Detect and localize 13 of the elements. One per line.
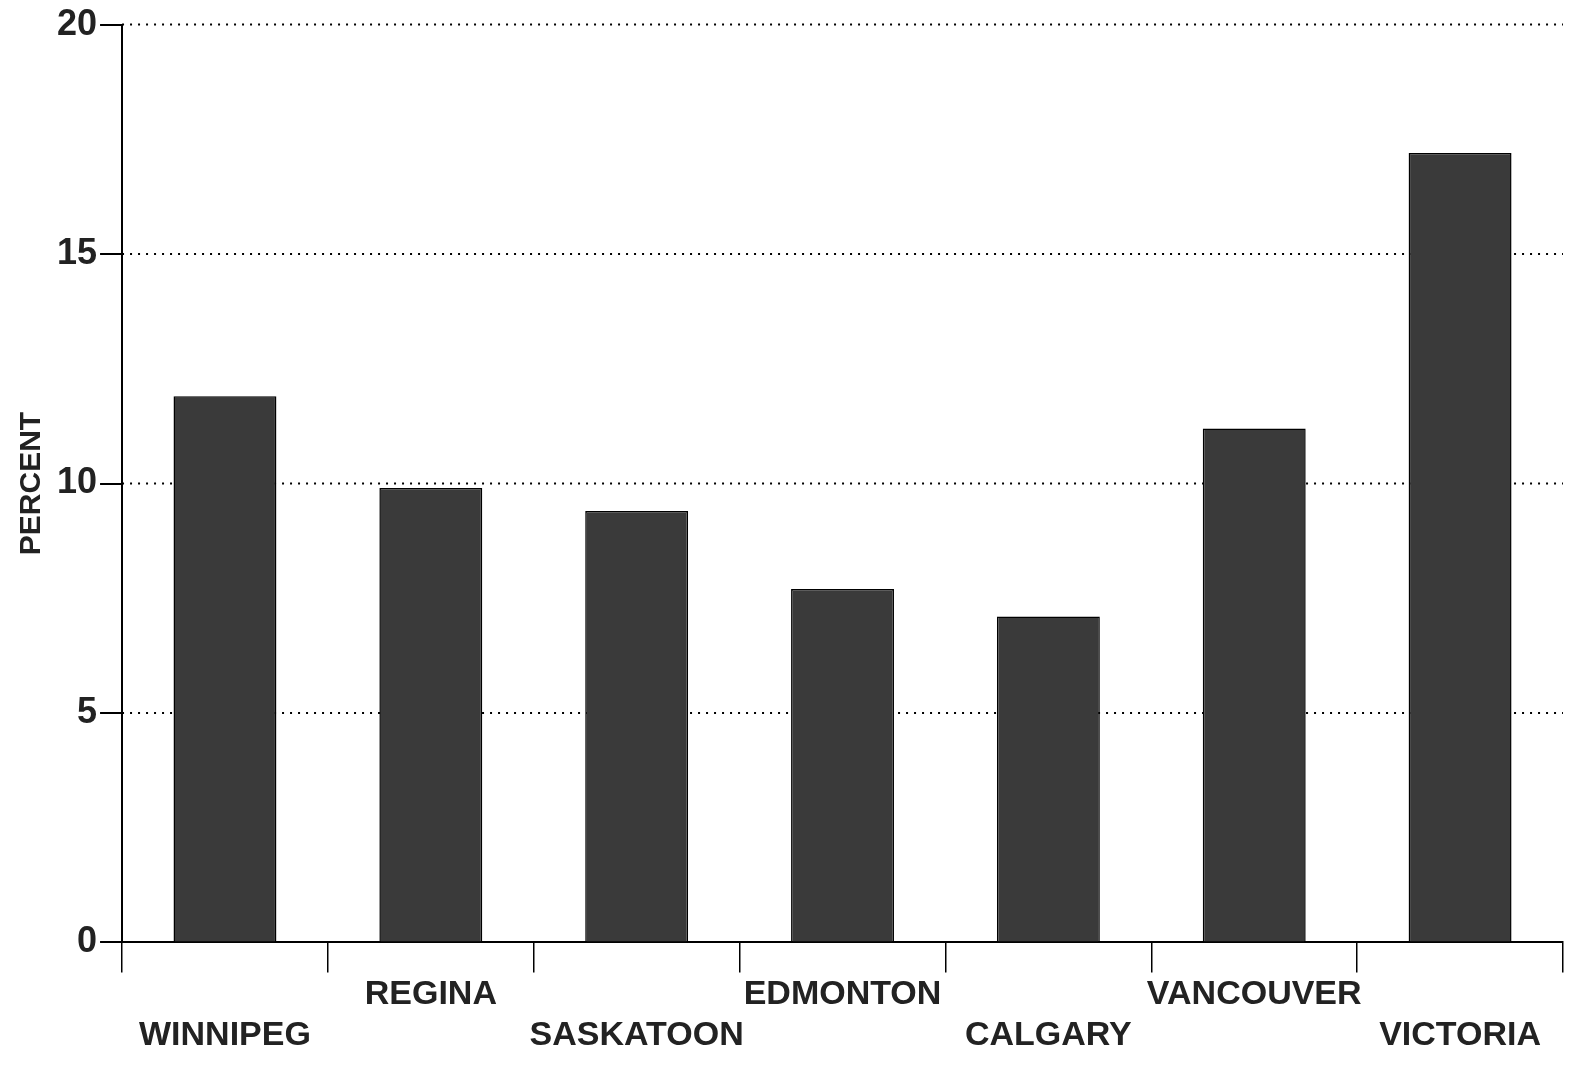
y-tick-label: 20: [57, 1, 98, 43]
x-tick-label: VANCOUVER: [1146, 973, 1362, 1012]
y-axis-title: PERCENT: [13, 411, 47, 556]
x-tick-label: EDMONTON: [743, 973, 942, 1012]
x-tick-label: CALGARY: [964, 1013, 1133, 1052]
y-tick-label: 5: [77, 689, 98, 731]
y-tick-label: 15: [57, 230, 98, 272]
x-tick-label: WINNIPEG: [139, 1013, 311, 1052]
y-tick-label: 10: [57, 460, 98, 502]
y-tick-label: 0: [77, 919, 98, 961]
x-tick-label: SASKATOON: [529, 1013, 744, 1052]
x-tick-label: REGINA: [364, 973, 497, 1012]
x-tick-label: VICTORIA: [1379, 1013, 1541, 1052]
